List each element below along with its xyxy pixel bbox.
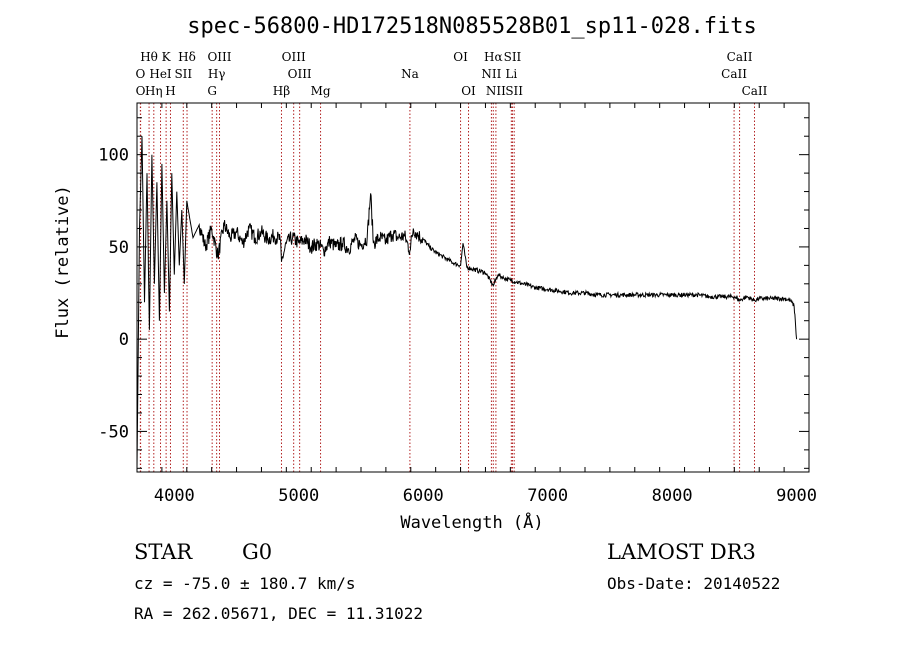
x-tick-label: 6000 — [403, 486, 444, 506]
line-label: Hδ — [178, 50, 196, 64]
line-label: SII — [174, 67, 192, 81]
object-class: STAR — [134, 540, 193, 564]
coordinates-readout: RA = 262.05671, DEC = 11.31022 — [134, 604, 423, 623]
line-label: Hβ — [273, 84, 290, 98]
y-tick-label: 0 — [119, 330, 129, 350]
line-label: Hη — [145, 84, 163, 98]
y-axis-label: Flux (relative) — [53, 185, 73, 339]
line-label: SII — [504, 50, 522, 64]
x-tick-label: 5000 — [278, 486, 319, 506]
spectrum-line — [136, 136, 798, 469]
x-tick-label: 8000 — [652, 486, 693, 506]
line-label: OI — [453, 50, 468, 64]
line-label: NII — [481, 67, 501, 81]
line-label: Li — [505, 67, 517, 81]
chart-title: spec-56800-HD172518N085528B01_sp11-028.f… — [187, 14, 757, 39]
survey-name: LAMOST DR3 — [607, 540, 756, 564]
line-label: OIII — [207, 50, 231, 64]
line-label: OI — [461, 84, 476, 98]
y-tick-label: -50 — [98, 422, 129, 442]
x-tick-label: 4000 — [154, 486, 195, 506]
observation-date: Obs-Date: 20140522 — [607, 574, 780, 593]
x-tick-label: 7000 — [527, 486, 568, 506]
line-label: NII — [486, 84, 506, 98]
line-label: CaII — [727, 50, 753, 64]
line-label: CaII — [721, 67, 747, 81]
y-tick-label: 100 — [98, 146, 129, 166]
line-label: SII — [505, 84, 523, 98]
x-axis-ticks: 4000 5000 6000 7000 8000 9000 — [136, 103, 817, 506]
spectral-line-markers — [139, 103, 755, 472]
y-tick-label: 50 — [109, 238, 129, 258]
plot-area — [136, 136, 798, 469]
line-label: Hθ — [140, 50, 158, 64]
line-label: O — [135, 67, 145, 81]
line-label: G — [207, 84, 217, 98]
line-label: Mg — [311, 84, 331, 98]
x-axis-label: Wavelength (Å) — [400, 511, 543, 533]
line-label: OIII — [282, 50, 306, 64]
line-label: O — [136, 84, 146, 98]
line-label: OIII — [288, 67, 312, 81]
x-tick-label: 9000 — [776, 486, 817, 506]
plot-frame — [136, 102, 810, 473]
line-label: H — [165, 84, 175, 98]
line-label: HeI — [149, 67, 172, 81]
redshift-readout: cz = -75.0 ± 180.7 km/s — [134, 574, 356, 593]
object-subclass: G0 — [242, 540, 272, 564]
line-label: CaII — [742, 84, 768, 98]
line-label: Hγ — [208, 67, 226, 81]
y-axis-ticks: -50 0 50 100 — [98, 117, 809, 469]
line-label: Hα — [484, 50, 503, 64]
line-label: Na — [401, 67, 419, 81]
line-label: K — [162, 50, 172, 64]
